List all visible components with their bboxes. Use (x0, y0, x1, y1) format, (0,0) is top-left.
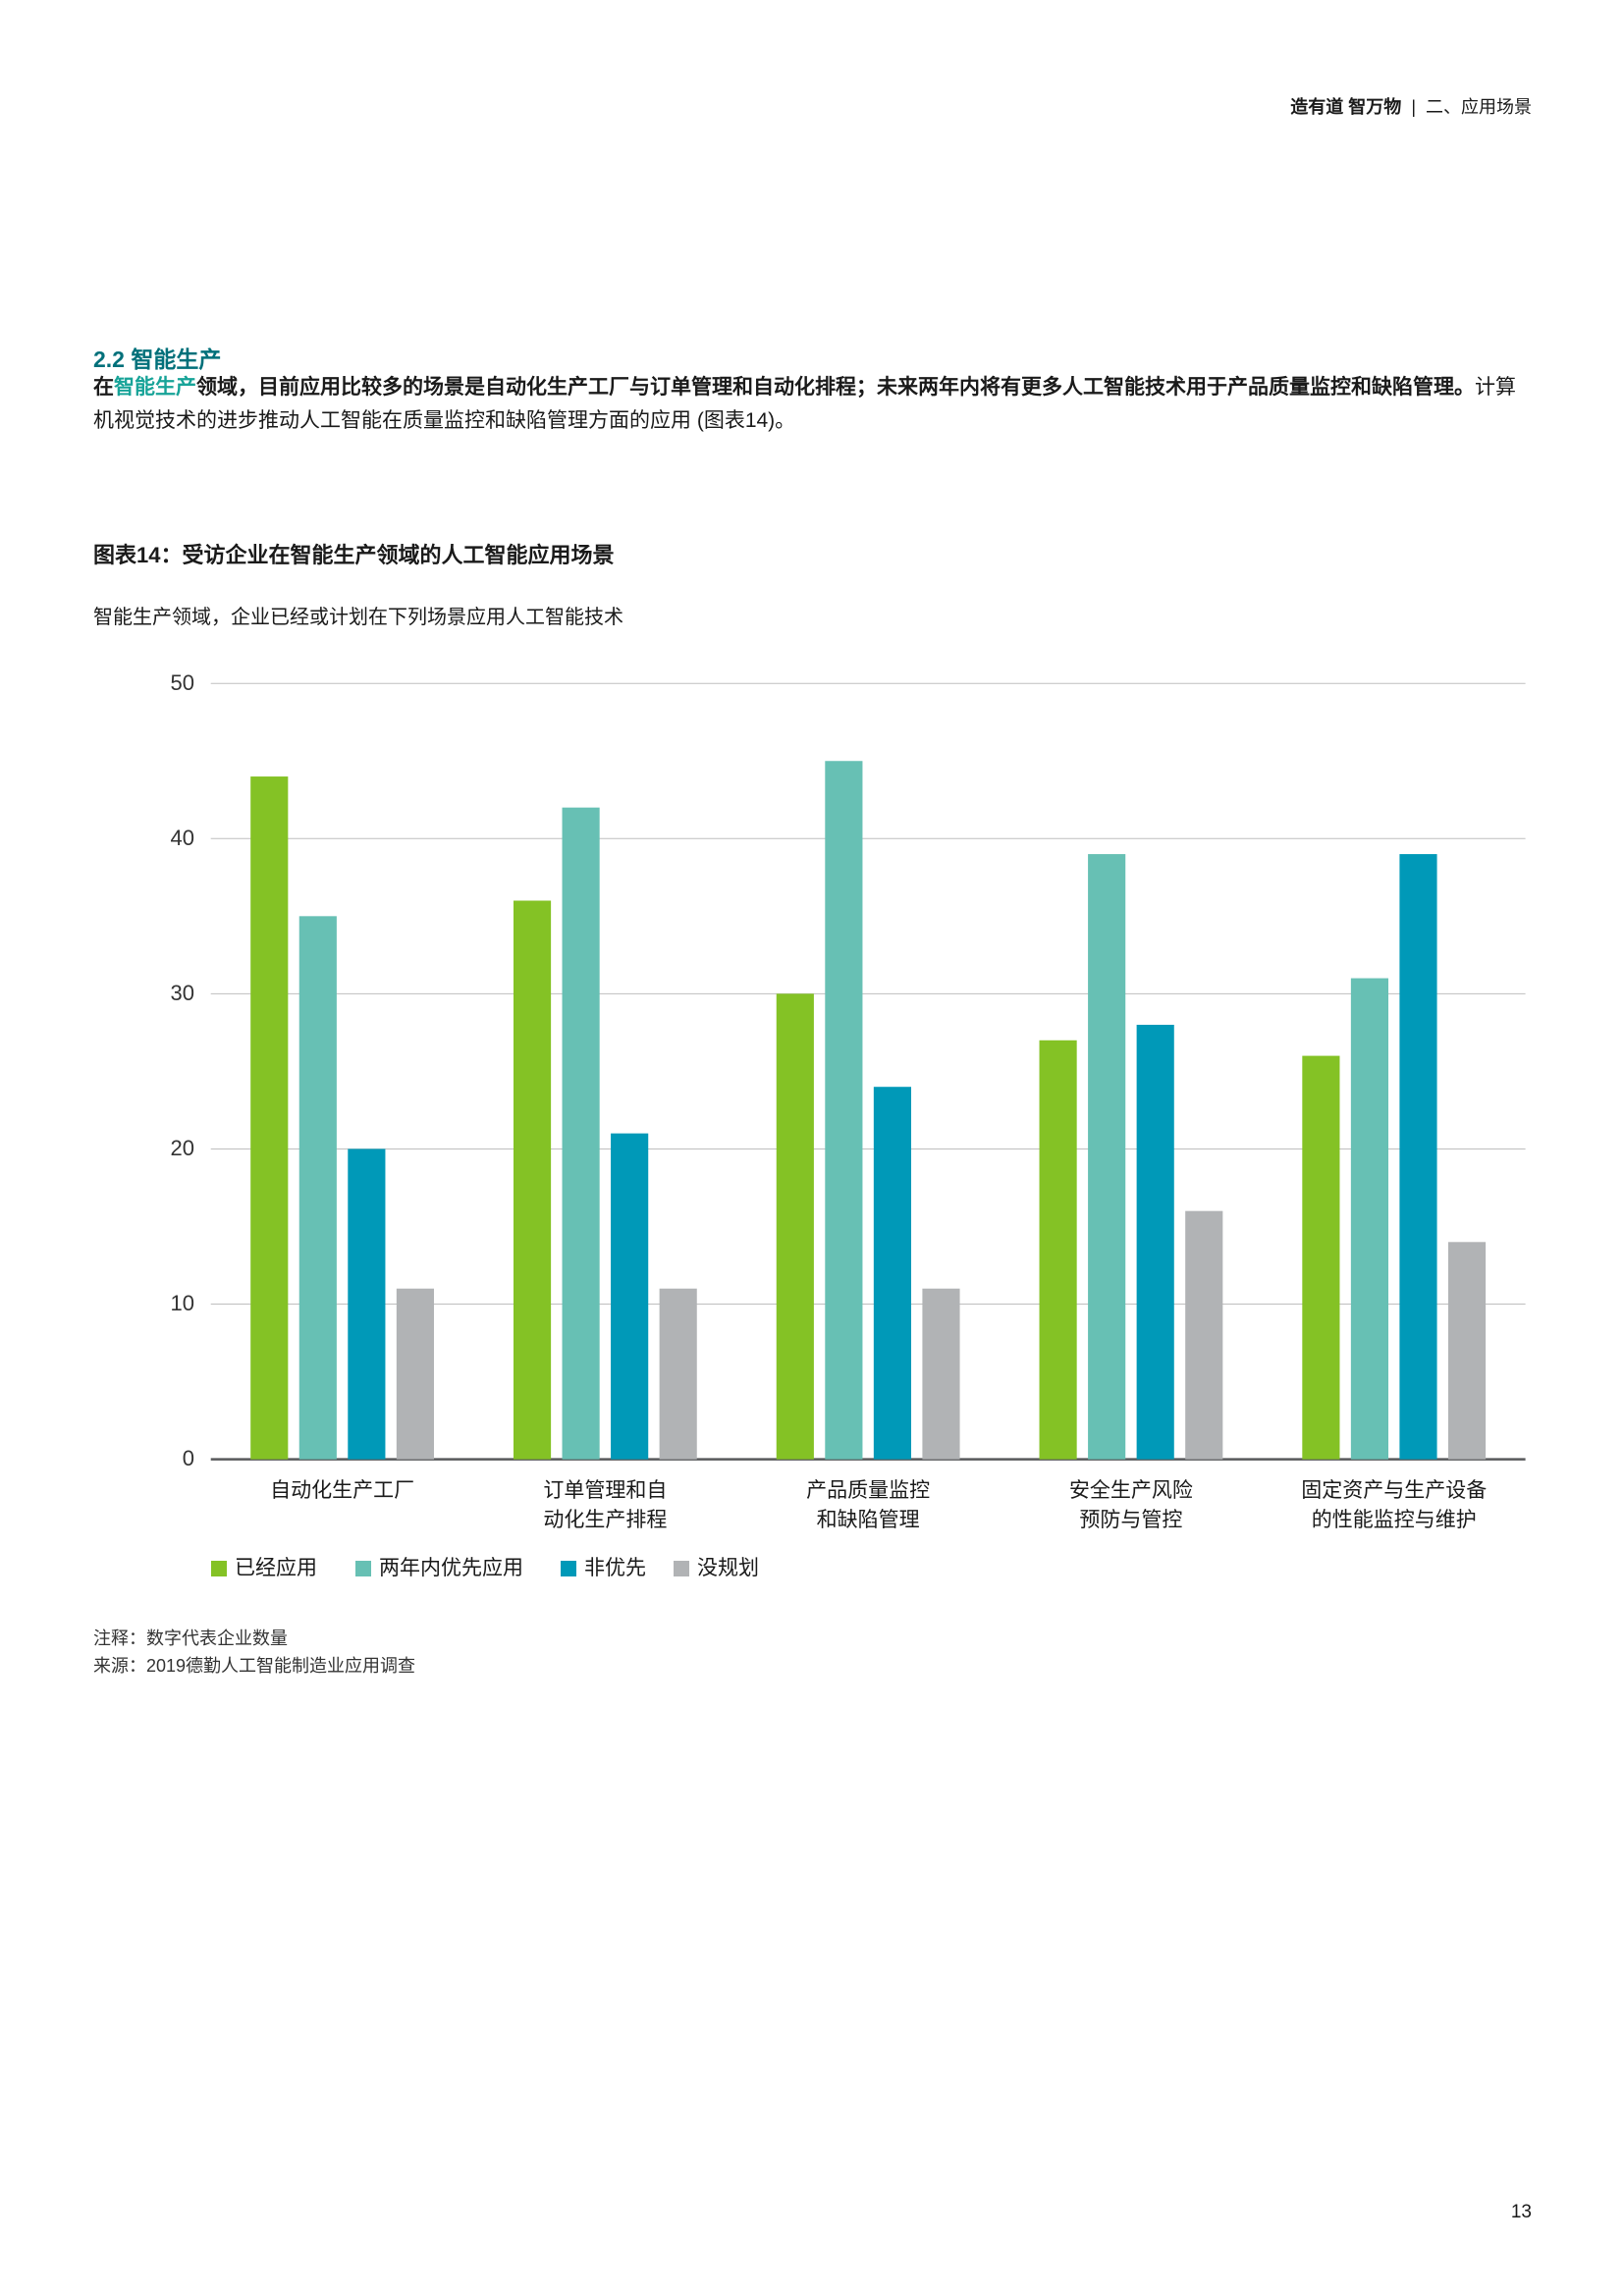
svg-text:30: 30 (171, 981, 194, 1005)
svg-text:订单管理和自: 订单管理和自 (543, 1479, 667, 1502)
svg-text:20: 20 (171, 1136, 194, 1160)
svg-text:安全生产风险: 安全生产风险 (1069, 1479, 1193, 1502)
svg-text:已经应用: 已经应用 (235, 1557, 317, 1579)
svg-text:自动化生产工厂: 自动化生产工厂 (270, 1479, 414, 1502)
svg-text:动化生产排程: 动化生产排程 (543, 1509, 667, 1531)
svg-text:固定资产与生产设备: 固定资产与生产设备 (1301, 1479, 1487, 1502)
svg-text:没规划: 没规划 (697, 1557, 759, 1579)
svg-text:产品质量监控: 产品质量监控 (806, 1479, 930, 1502)
svg-text:和缺陷管理: 和缺陷管理 (817, 1509, 920, 1531)
svg-text:非优先: 非优先 (584, 1557, 646, 1579)
svg-text:预防与管控: 预防与管控 (1079, 1509, 1182, 1531)
svg-text:10: 10 (171, 1291, 194, 1315)
svg-text:40: 40 (171, 826, 194, 850)
svg-text:0: 0 (183, 1446, 194, 1470)
svg-text:的性能监控与维护: 的性能监控与维护 (1312, 1509, 1477, 1531)
svg-text:两年内优先应用: 两年内优先应用 (379, 1557, 523, 1579)
svg-text:50: 50 (171, 670, 194, 695)
